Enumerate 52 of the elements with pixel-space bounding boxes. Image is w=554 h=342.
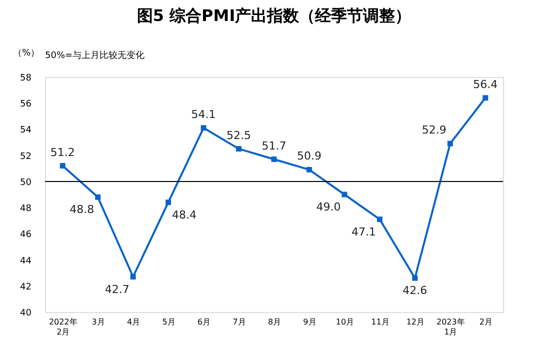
x-tick-label: 2023年 1月: [436, 318, 465, 336]
x-tick-label: 9月: [303, 318, 316, 326]
y-tick-label: 40: [20, 308, 32, 318]
data-label: 49.0: [316, 200, 341, 214]
point: [306, 166, 312, 172]
x-tick-label: 11月: [371, 318, 390, 326]
data-label: 48.8: [70, 203, 94, 216]
y-tick-label: 42: [20, 282, 32, 292]
data-label: 48.4: [172, 208, 197, 222]
data-label: 42.6: [402, 284, 428, 298]
point: [200, 125, 206, 131]
data-label: 54.1: [191, 108, 216, 121]
data-label: 56.4: [473, 78, 498, 91]
y-tick-label: 48: [20, 204, 32, 214]
x-tick-label: 10月: [336, 318, 354, 326]
x-tick-label: 8月: [268, 318, 282, 326]
x-tick-label: 5月: [162, 318, 176, 326]
point: [130, 274, 136, 280]
y-tick-label: 58: [20, 74, 32, 84]
point: [342, 192, 348, 198]
y-tick-label: 44: [20, 256, 32, 266]
point: [482, 95, 488, 101]
data-label: 42.7: [104, 282, 130, 296]
text: 50%=与上月比较无变化: [45, 50, 145, 61]
x-tick-label: 3月: [92, 318, 105, 326]
y-axis-title: （%）: [12, 48, 40, 58]
data-label: 50.9: [296, 150, 322, 163]
x-tick-label: 7月: [232, 318, 246, 326]
point: [60, 163, 66, 169]
x-tick-label: 4月: [127, 318, 140, 326]
x-tick-label: 12月: [406, 318, 425, 326]
point: [95, 194, 101, 200]
x-tick-label: 6月: [197, 318, 211, 326]
data-label: 51.2: [50, 146, 75, 159]
point: [412, 275, 418, 281]
point: [166, 200, 172, 206]
point: [447, 140, 453, 146]
point: [271, 156, 277, 162]
y-tick-label: 50: [20, 178, 32, 188]
data-label: 47.1: [351, 225, 376, 238]
x-tick-label: 2月: [479, 318, 492, 326]
point: [376, 216, 382, 222]
point: [236, 146, 242, 152]
data-label: 51.7: [262, 139, 286, 152]
y-tick-label: 56: [20, 100, 32, 110]
data-label: 52.9: [422, 124, 446, 137]
y-tick-label: 52: [20, 152, 32, 162]
chart-title: 图5 综合PMI产出指数（经季节调整）: [136, 6, 412, 25]
y-tick-label: 46: [20, 230, 32, 240]
x-tick-label: 2022年 2月: [48, 318, 78, 336]
data-label: 52.5: [226, 128, 252, 142]
y-tick-label: 54: [20, 126, 32, 136]
